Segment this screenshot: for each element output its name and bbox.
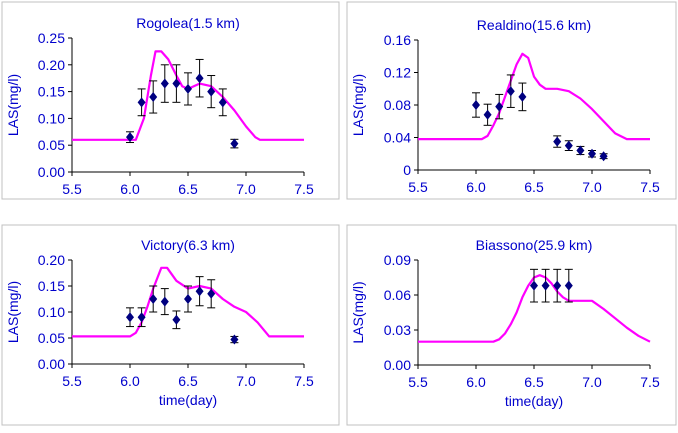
x-tick-label: 6.0 — [120, 181, 140, 197]
y-tick-label: 0.10 — [38, 110, 65, 126]
observed-point — [195, 286, 204, 297]
y-axis-label: LAS(mg/l) — [350, 74, 366, 136]
observed-point — [160, 78, 169, 89]
x-tick-label: 6.0 — [120, 373, 140, 389]
chart-title: Realdino(15.6 km) — [477, 17, 591, 33]
observed-point — [472, 100, 480, 110]
y-tick-label: 0.05 — [38, 137, 65, 153]
observed-point — [576, 145, 585, 156]
observed-point — [553, 280, 562, 291]
x-tick-label: 5.5 — [62, 181, 82, 197]
observed-point — [564, 280, 573, 291]
observed-point — [230, 334, 239, 345]
observed-point — [172, 314, 181, 325]
x-tick-label: 7.5 — [294, 181, 314, 197]
observed-point — [588, 148, 596, 159]
x-tick-label: 7.0 — [582, 179, 602, 195]
model-line — [418, 274, 651, 343]
y-axis-label: LAS(mg/l) — [5, 74, 21, 136]
observed-point — [126, 312, 134, 323]
x-tick-label: 6.5 — [178, 181, 198, 197]
chart-frame — [1, 224, 340, 426]
x-tick-label: 5.5 — [408, 179, 428, 195]
observed-point — [184, 83, 192, 94]
observed-point — [230, 138, 239, 149]
y-tick-label: 0.00 — [384, 357, 411, 373]
observed-point — [495, 101, 504, 112]
chart-title: Biassono(25.9 km) — [476, 237, 593, 253]
x-tick-label: 7.0 — [236, 373, 256, 389]
y-tick-label: 0.25 — [38, 30, 65, 46]
x-tick-label: 6.5 — [524, 179, 544, 195]
x-axis-label: time(day) — [159, 392, 217, 408]
y-tick-label: 0.08 — [384, 97, 411, 113]
y-tick-label: 0.15 — [38, 278, 65, 294]
observed-point — [564, 140, 573, 151]
observed-point — [160, 296, 169, 307]
y-tick-label: 0.00 — [38, 164, 65, 180]
y-tick-label: 0.10 — [38, 304, 65, 320]
observed-point — [149, 91, 158, 102]
y-axis-label: LAS(mg/l) — [350, 281, 366, 343]
x-tick-label: 6.0 — [466, 179, 486, 195]
observed-point — [541, 280, 550, 291]
observed-point — [506, 86, 515, 97]
observed-point — [218, 97, 227, 108]
y-tick-label: 0.03 — [384, 322, 411, 338]
observed-point — [518, 91, 527, 102]
observed-point — [149, 294, 158, 304]
chart-panel-2: Realdino(15.6 km) 0 0.04 0.08 0.12 0.16 5.5 6.0… — [346, 1, 677, 200]
x-tick-label: 7.5 — [294, 373, 314, 389]
x-tick-label: 5.5 — [408, 374, 428, 390]
chart-frame — [346, 1, 677, 200]
observed-point — [195, 73, 204, 84]
observed-point — [530, 280, 538, 291]
y-tick-label: 0.15 — [38, 84, 65, 100]
observed-point — [137, 312, 146, 323]
observed-point — [126, 132, 134, 143]
model-line — [72, 266, 304, 338]
chart-frame — [1, 1, 340, 200]
y-tick-label: 0.12 — [384, 65, 411, 81]
y-tick-label: 0 — [403, 162, 411, 178]
x-tick-label: 5.5 — [62, 373, 82, 389]
y-tick-label: 0.20 — [38, 57, 65, 73]
x-tick-label: 7.5 — [640, 374, 660, 390]
y-tick-label: 0.04 — [384, 130, 411, 146]
x-tick-label: 7.5 — [640, 179, 660, 195]
chart-panel-3: Victory(6.3 km) 0.00 0.05 0.10 0.15 0.20 5.5 6.… — [1, 224, 340, 426]
y-axis-label: LAS(mg/l) — [5, 281, 21, 343]
y-tick-label: 0.20 — [38, 252, 65, 268]
observed-point — [483, 109, 492, 120]
observed-point — [599, 151, 608, 162]
y-tick-label: 0.05 — [38, 330, 65, 346]
observed-point — [553, 136, 562, 147]
x-axis-label: time(day) — [505, 393, 563, 409]
y-tick-label: 0.06 — [384, 287, 411, 303]
chart-panel-4: Biassono(25.9 km) 0.00 0.03 0.06 0.09 5.5 6.0 6… — [346, 224, 677, 426]
observed-point — [184, 294, 192, 304]
x-tick-label: 6.0 — [466, 374, 486, 390]
chart-panel-1: Rogolea(1.5 km) 0.00 0.05 0.10 0.15 0.20 0.25 5… — [1, 1, 340, 200]
chart-title: Rogolea(1.5 km) — [136, 15, 240, 31]
x-tick-label: 7.0 — [236, 181, 256, 197]
x-tick-label: 6.5 — [524, 374, 544, 390]
observed-point — [137, 97, 146, 108]
y-tick-label: 0.16 — [384, 32, 411, 48]
x-tick-label: 6.5 — [178, 373, 198, 389]
y-tick-label: 0.09 — [384, 252, 411, 268]
x-tick-label: 7.0 — [582, 374, 602, 390]
observed-point — [207, 288, 216, 299]
observed-point — [172, 78, 181, 89]
observed-point — [207, 86, 216, 97]
chart-title: Victory(6.3 km) — [141, 237, 235, 253]
y-tick-label: 0.00 — [38, 356, 65, 372]
